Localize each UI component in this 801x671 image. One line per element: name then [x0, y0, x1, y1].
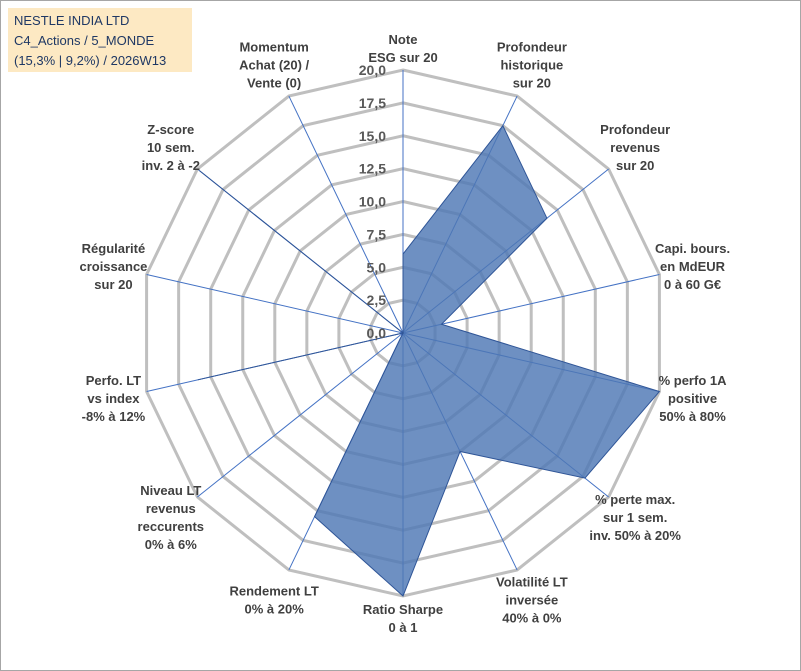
title-box: NESTLE INDIA LTD C4_Actions / 5_MONDE (1…: [8, 8, 192, 72]
title-category: C4_Actions / 5_MONDE: [14, 33, 155, 48]
axis-label-13: Momentum Achat (20) / Vente (0): [239, 39, 309, 90]
axis-label-2-line-1: revenus: [610, 140, 660, 155]
tick-label-5: 12,5: [359, 161, 386, 177]
axis-label-9: Niveau LT revenus reccurents 0% à 6%: [138, 483, 204, 552]
tick-label-0: 0,0: [367, 325, 387, 341]
axis-label-8-line-1: 0% à 20%: [245, 602, 305, 617]
axis-label-7-line-0: Ratio Sharpe: [363, 602, 443, 617]
label-layer: Note ESG sur 20 Profondeur historique sur 20…: [79, 32, 730, 635]
axis-label-5-line-0: % perte max.: [595, 492, 675, 507]
axis-label-13-line-0: Momentum: [239, 39, 308, 54]
axis-label-2: Profondeur revenus sur 20: [600, 122, 670, 173]
tick-label-2: 5,0: [367, 259, 387, 275]
spoke-9: [197, 332, 404, 498]
title-stats: (15,3% | 9,2%) / 2026W13: [14, 53, 167, 68]
axis-label-4: % perfo 1A positive 50% à 80%: [659, 373, 728, 424]
axis-label-1-line-2: sur 20: [513, 75, 551, 90]
axis-label-10: Perfo. LT vs index -8% à 12%: [82, 373, 146, 424]
tick-label-4: 10,0: [359, 194, 386, 210]
spoke-11: [146, 273, 404, 334]
axis-label-11-line-1: croissance: [79, 259, 147, 274]
axis-label-13-line-2: Vente (0): [247, 75, 301, 90]
axis-label-8-line-0: Rendement LT: [229, 584, 318, 599]
axis-label-11-line-2: sur 20: [94, 277, 132, 292]
axis-label-11: Régularité croissance sur 20: [79, 241, 147, 292]
axis-label-8: Rendement LT 0% à 20%: [229, 584, 318, 617]
axis-label-0-line-1: ESG sur 20: [368, 50, 437, 65]
axis-label-5-line-2: inv. 50% à 20%: [589, 528, 681, 543]
axis-label-12-line-2: inv. 2 à -2: [142, 158, 200, 173]
axis-label-4-line-1: positive: [668, 391, 717, 406]
axis-label-1-line-1: historique: [500, 57, 563, 72]
tick-label-1: 2,5: [367, 292, 387, 308]
axis-label-12-line-0: Z-score: [147, 122, 194, 137]
axis-label-5-line-1: sur 1 sem.: [603, 510, 667, 525]
axis-label-6-line-2: 40% à 0%: [502, 611, 562, 626]
axis-label-10-line-1: vs index: [87, 391, 140, 406]
axis-label-9-line-1: revenus: [146, 501, 196, 516]
axis-label-13-line-1: Achat (20) /: [239, 57, 309, 72]
axis-label-2-line-0: Profondeur: [600, 122, 670, 137]
axis-label-9-line-3: 0% à 6%: [145, 537, 197, 552]
axis-label-3-line-1: en MdEUR: [660, 259, 726, 274]
tick-layer: 0,0 2,5 5,0 7,5 10,0 12,5 15,0 17,5 20,0: [359, 62, 386, 341]
axis-label-3-line-2: 0 à 60 G€: [664, 277, 721, 292]
axis-label-10-line-0: Perfo. LT: [86, 373, 141, 388]
axis-label-5: % perte max. sur 1 sem. inv. 50% à 20%: [589, 492, 681, 543]
title-company: NESTLE INDIA LTD: [14, 13, 130, 28]
axis-label-0-line-0: Note: [389, 32, 418, 47]
axis-label-12-line-1: 10 sem.: [147, 140, 195, 155]
tick-label-3: 7,5: [367, 226, 387, 242]
axis-label-0: Note ESG sur 20: [368, 32, 437, 65]
axis-label-6-line-1: inversée: [505, 593, 558, 608]
axis-label-9-line-0: Niveau LT: [140, 483, 201, 498]
axis-label-2-line-2: sur 20: [616, 158, 654, 173]
tick-label-8: 20,0: [359, 62, 386, 78]
axis-label-11-line-0: Régularité: [82, 241, 146, 256]
axis-label-1: Profondeur historique sur 20: [497, 39, 567, 90]
axis-label-12: Z-score 10 sem. inv. 2 à -2: [142, 122, 200, 173]
axis-label-4-line-2: 50% à 80%: [659, 409, 726, 424]
axis-label-7: Ratio Sharpe 0 à 1: [363, 602, 443, 635]
tick-label-6: 15,0: [359, 128, 386, 144]
spoke-3: [402, 273, 660, 334]
axis-label-1-line-0: Profondeur: [497, 39, 567, 54]
axis-label-6: Volatilité LT inversée 40% à 0%: [496, 575, 568, 626]
axis-label-4-line-0: % perfo 1A: [659, 373, 728, 388]
axis-label-7-line-1: 0 à 1: [389, 620, 418, 635]
axis-label-9-line-2: reccurents: [138, 519, 204, 534]
axis-label-3-line-0: Capi. bours.: [655, 241, 730, 256]
axis-label-10-line-2: -8% à 12%: [82, 409, 146, 424]
series-layer: [197, 124, 661, 597]
tick-label-7: 17,5: [359, 95, 386, 111]
spoke-13: [288, 95, 404, 334]
axis-label-6-line-0: Volatilité LT: [496, 575, 568, 590]
axis-label-3: Capi. bours. en MdEUR 0 à 60 G€: [655, 241, 730, 292]
